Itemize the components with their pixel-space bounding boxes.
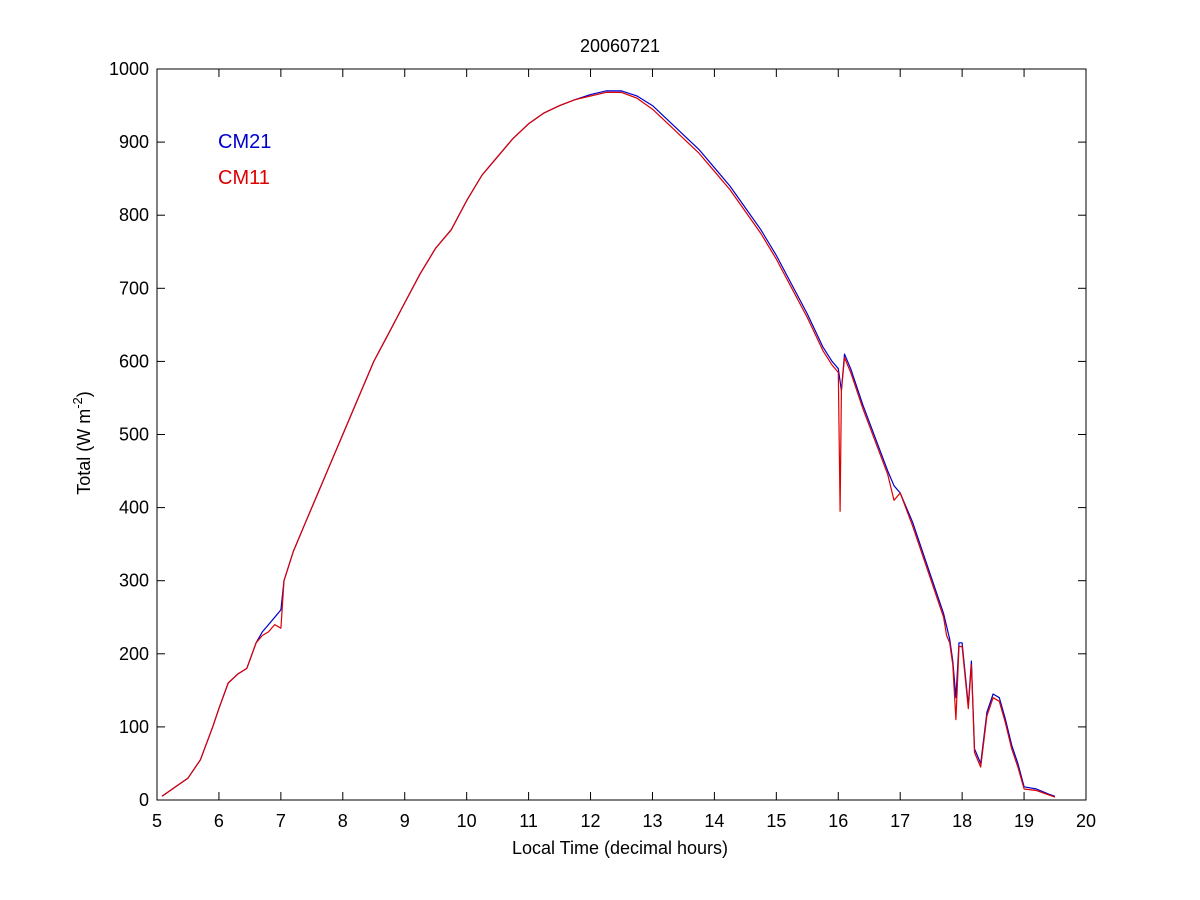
x-axis-title: Local Time (decimal hours) xyxy=(512,838,728,858)
x-tick-label: 19 xyxy=(1014,811,1034,831)
y-tick-label: 800 xyxy=(119,205,149,225)
y-tick-label: 200 xyxy=(119,644,149,664)
y-axis-title-close: ) xyxy=(74,391,94,397)
y-tick-label: 400 xyxy=(119,498,149,518)
y-axis-title: Total (W m-2) xyxy=(70,391,94,495)
y-axis-title-main: Total (W m xyxy=(74,409,94,495)
legend-entry-cm21: CM21 xyxy=(218,131,271,153)
y-tick-label: 0 xyxy=(139,790,149,810)
x-tick-label: 8 xyxy=(338,811,348,831)
y-tick-label: 600 xyxy=(119,351,149,371)
y-tick-label: 100 xyxy=(119,717,149,737)
x-tick-label: 17 xyxy=(890,811,910,831)
x-tick-label: 6 xyxy=(214,811,224,831)
plot-layer xyxy=(161,90,1056,798)
legend: CM21 CM11 xyxy=(218,131,271,189)
x-tick-label: 20 xyxy=(1076,811,1096,831)
legend-entry-cm11: CM11 xyxy=(218,167,270,189)
x-tick-label: 16 xyxy=(828,811,848,831)
y-tick-label: 500 xyxy=(119,425,149,445)
x-tick-label: 18 xyxy=(952,811,972,831)
y-tick-label: 900 xyxy=(119,132,149,152)
x-tick-label: 15 xyxy=(766,811,786,831)
y-tick-label: 300 xyxy=(119,571,149,591)
x-tick-label: 14 xyxy=(704,811,724,831)
x-axis-ticks: 5 6 7 8 9 10 11 12 13 14 15 16 17 18 19 20 xyxy=(152,69,1096,831)
series-line-cm11 xyxy=(161,91,1056,798)
x-tick-label: 13 xyxy=(642,811,662,831)
x-tick-label: 10 xyxy=(457,811,477,831)
y-axis-title-superscript: -2 xyxy=(70,397,85,409)
chart-title: 20060721 xyxy=(580,36,660,56)
x-tick-label: 12 xyxy=(581,811,601,831)
x-tick-label: 9 xyxy=(400,811,410,831)
y-axis-ticks: 0 100 200 300 400 500 600 700 800 900 1000 xyxy=(109,59,1086,810)
y-tick-label: 1000 xyxy=(109,59,149,79)
y-tick-label: 700 xyxy=(119,278,149,298)
x-tick-label: 11 xyxy=(519,811,538,831)
x-tick-label: 5 xyxy=(152,811,162,831)
x-tick-label: 7 xyxy=(276,811,286,831)
